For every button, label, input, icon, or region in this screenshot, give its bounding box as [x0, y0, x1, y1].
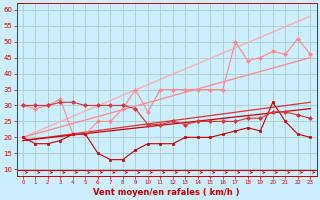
X-axis label: Vent moyen/en rafales ( km/h ): Vent moyen/en rafales ( km/h )	[93, 188, 240, 197]
